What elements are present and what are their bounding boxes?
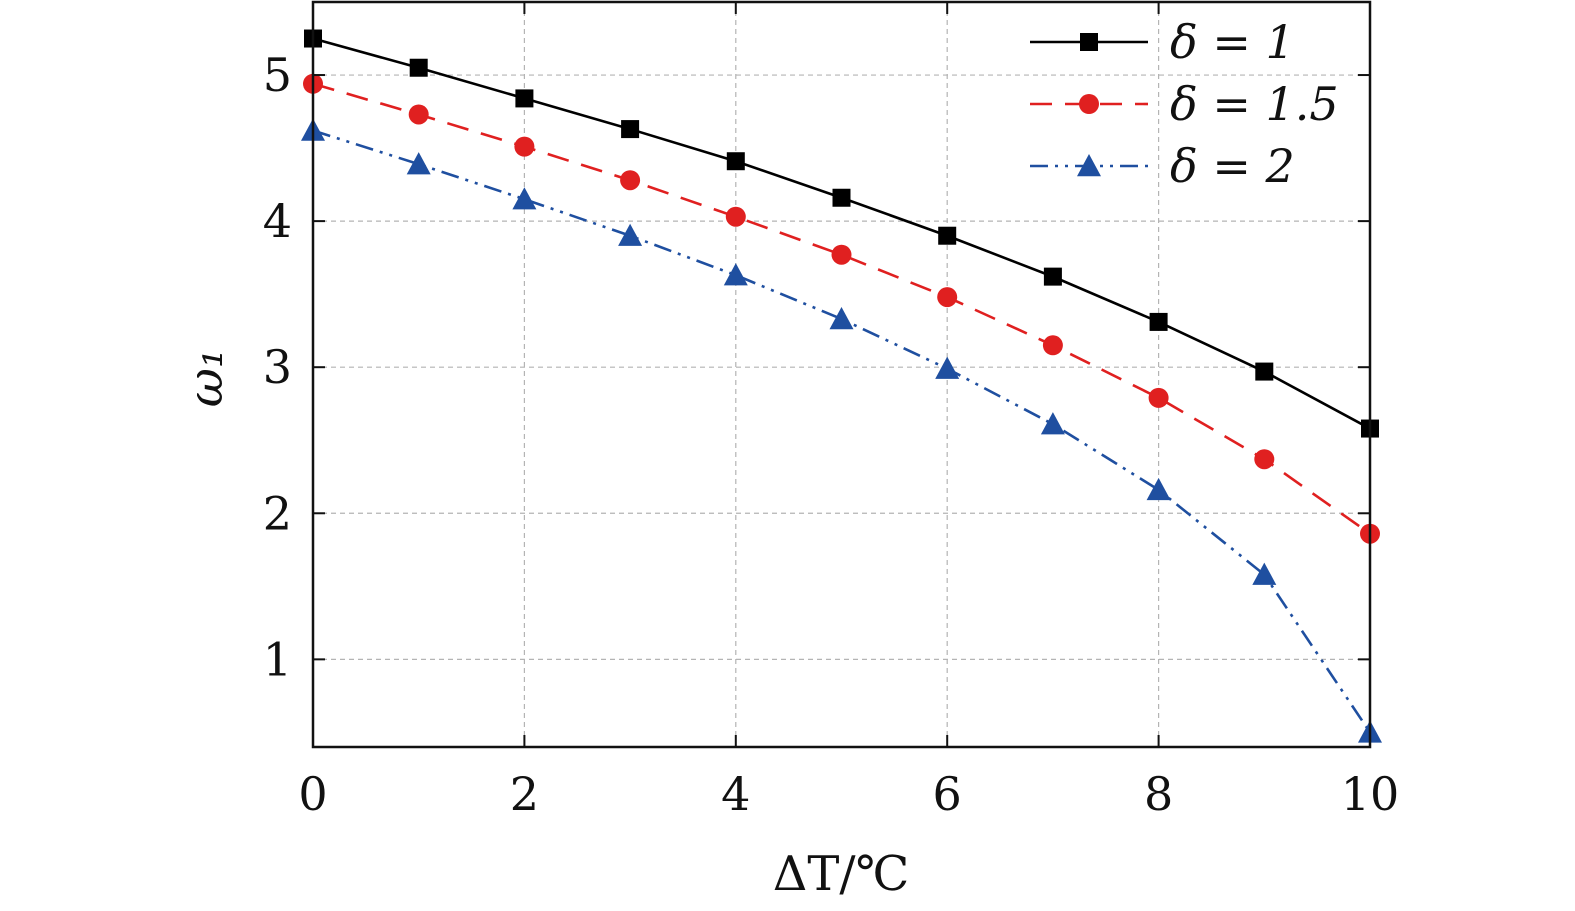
data-point <box>1149 312 1168 331</box>
legend-label: δ = 1.5 <box>1170 77 1339 131</box>
data-point <box>1146 477 1171 501</box>
series-3 <box>301 118 1382 743</box>
x-tick-labels: 0 2 4 6 8 10 <box>298 767 1399 821</box>
plot-frame <box>311 0 1372 749</box>
data-point <box>1042 335 1063 356</box>
legend-marker <box>1080 33 1098 51</box>
legend-item-1: δ = 1 <box>1030 15 1295 69</box>
legend-item-3: δ = 2 <box>1030 139 1295 193</box>
data-point <box>725 206 746 227</box>
y-tick-labels: 1 2 3 4 5 <box>263 48 292 686</box>
data-point <box>512 187 537 210</box>
data-point <box>1043 267 1062 286</box>
series-line <box>312 82 1371 535</box>
data-point <box>1255 362 1274 381</box>
legend-item-2: δ = 1.5 <box>1030 77 1339 131</box>
data-point <box>937 287 958 308</box>
data-point <box>406 152 431 175</box>
data-point <box>726 152 745 171</box>
data-point <box>515 89 534 108</box>
ticks <box>312 2 1371 747</box>
x-tick-label: 2 <box>510 767 539 821</box>
data-point <box>409 58 428 77</box>
y-tick-label: 1 <box>263 632 292 686</box>
legend-label: δ = 1 <box>1170 15 1295 69</box>
data-point <box>831 244 852 265</box>
legend: δ = 1 δ = 1.5 δ = 2 <box>1030 15 1339 193</box>
data-point <box>832 188 851 207</box>
data-point <box>514 136 535 157</box>
data-point <box>935 356 960 379</box>
x-tick-label: 6 <box>933 767 962 821</box>
data-point <box>1148 387 1169 408</box>
y-tick-label: 2 <box>263 486 292 540</box>
data-point <box>829 306 854 330</box>
data-point <box>618 223 643 246</box>
series-layer <box>301 29 1382 743</box>
legend-marker <box>1079 94 1099 114</box>
legend-marker <box>1077 154 1101 177</box>
data-point <box>1040 412 1065 435</box>
data-point <box>723 263 748 286</box>
x-tick-label: 10 <box>1341 767 1400 821</box>
data-point <box>938 226 957 245</box>
x-tick-label: 0 <box>298 767 327 821</box>
y-tick-label: 5 <box>263 48 292 102</box>
y-tick-label: 3 <box>263 340 292 394</box>
data-point <box>621 120 640 139</box>
y-axis-title: ω₁ <box>178 349 234 407</box>
data-point <box>408 104 429 125</box>
x-tick-label: 4 <box>721 767 750 821</box>
x-axis-title: ΔT/℃ <box>773 846 910 902</box>
series-line <box>312 129 1372 734</box>
x-tick-label: 8 <box>1144 767 1173 821</box>
series-1 <box>304 29 1379 438</box>
data-point <box>1252 562 1277 585</box>
data-point <box>1254 449 1275 470</box>
y-tick-label: 4 <box>263 194 292 248</box>
data-point <box>620 170 641 191</box>
legend-label: δ = 2 <box>1170 139 1295 193</box>
